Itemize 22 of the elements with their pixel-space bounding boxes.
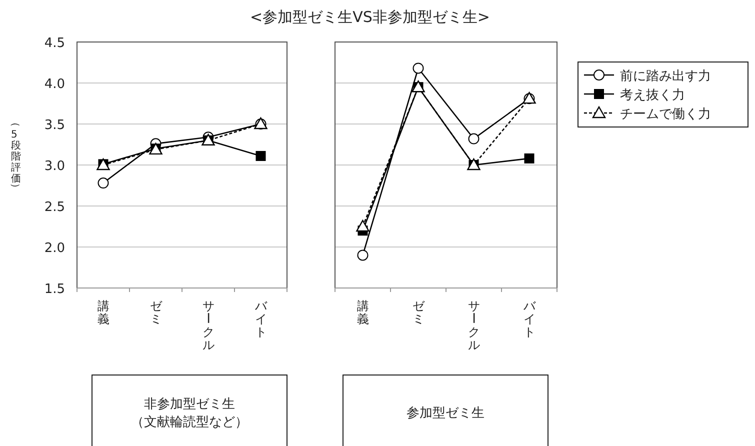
chart-title: <参加型ゼミ生VS非参加型ゼミ生> — [250, 8, 490, 26]
x-tick-label: 講義 — [356, 299, 369, 326]
x-tick-label: ゼミ — [412, 299, 426, 326]
y-tick-label: 2.5 — [44, 200, 65, 215]
x-tick-label: バイト — [254, 299, 268, 340]
legend-label: 前に踏み出す力 — [620, 69, 711, 84]
y-tick-label: 4.5 — [44, 36, 65, 51]
x-axis-title: 参加型ゼミ生 — [406, 406, 484, 421]
y-axis-title: （5段階評価） — [10, 117, 21, 193]
x-axis-title: 非参加型ゼミ生（文献輪読型など） — [131, 397, 248, 430]
legend-label: チームで働く力 — [620, 107, 711, 122]
x-tick-label: 講義 — [97, 299, 110, 326]
x-tick-label: サークル — [201, 299, 216, 352]
y-tick-label: 3.0 — [44, 159, 65, 174]
y-tick-label: 2.0 — [44, 241, 65, 256]
y-tick-label: 1.5 — [44, 282, 65, 297]
y-tick-label: 3.5 — [44, 118, 65, 133]
x-tick-label: サークル — [466, 299, 481, 352]
y-tick-label: 4.0 — [44, 77, 65, 92]
x-tick-label: ゼミ — [150, 299, 163, 326]
x-tick-label: バイト — [522, 299, 536, 340]
legend-label: 考え抜く力 — [620, 88, 685, 103]
